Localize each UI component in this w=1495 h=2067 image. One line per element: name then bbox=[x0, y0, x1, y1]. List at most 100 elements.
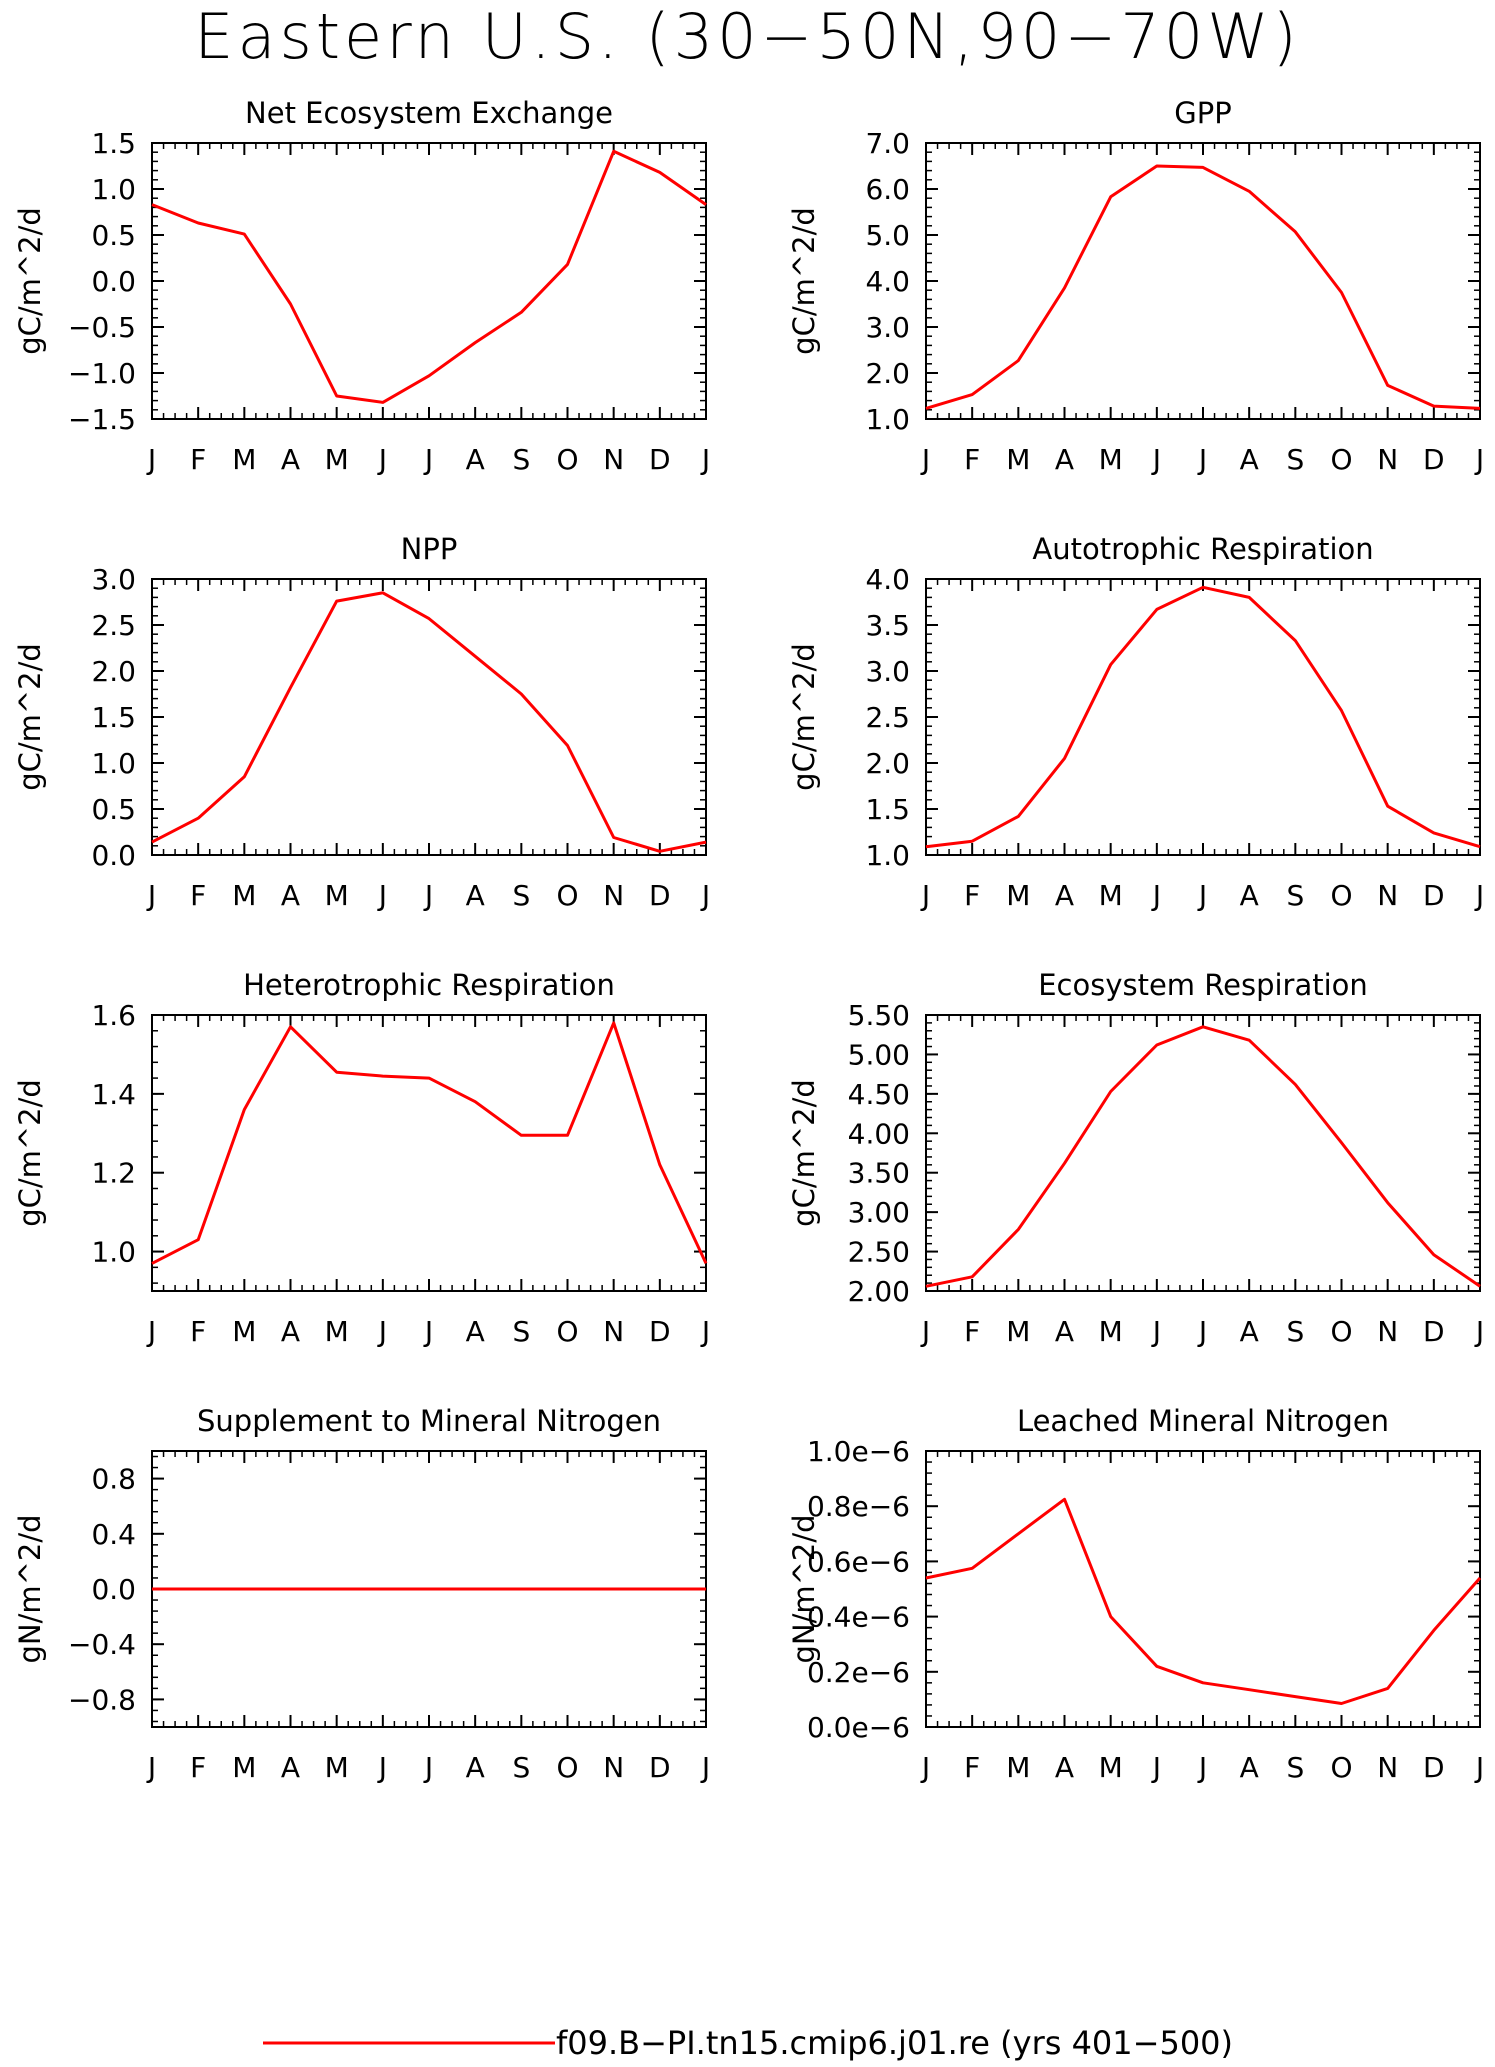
x-tick-label: A bbox=[1240, 879, 1259, 912]
x-tick-label: M bbox=[232, 1751, 256, 1784]
x-tick-label: J bbox=[146, 443, 156, 476]
page-title: Eastern U.S. (30−50N,90−70W) bbox=[194, 0, 1301, 73]
x-tick-label: M bbox=[1006, 1751, 1030, 1784]
y-tick-label: 3.0 bbox=[865, 655, 910, 688]
x-tick-label: N bbox=[603, 879, 624, 912]
y-tick-label: 1.6 bbox=[91, 999, 136, 1032]
chart-panel-2: J F M A M J J A S O N D J1.02.03.04.05.06.07.0GPPgC/… bbox=[787, 96, 1484, 476]
x-tick-label: F bbox=[190, 1315, 206, 1348]
x-tick-label: N bbox=[603, 443, 624, 476]
plot-frame bbox=[151, 142, 707, 420]
y-tick-label: 0.2e−6 bbox=[807, 1656, 910, 1689]
y-tick-label: 4.0 bbox=[865, 563, 910, 596]
x-tick-label: D bbox=[1423, 443, 1445, 476]
series-line-1 bbox=[151, 149, 707, 404]
y-tick-label: 0.0 bbox=[91, 265, 136, 298]
x-tick-label: A bbox=[281, 443, 300, 476]
y-tick-label: 2.5 bbox=[91, 609, 136, 642]
y-tick-label: 2.0 bbox=[91, 655, 136, 688]
x-tick-label: J bbox=[700, 1315, 710, 1348]
y-tick-label: 1.0 bbox=[865, 839, 910, 872]
y-tick-label: 2.0 bbox=[865, 357, 910, 390]
x-tick-label: O bbox=[1330, 443, 1352, 476]
chart-title: Leached Mineral Nitrogen bbox=[1017, 1404, 1389, 1438]
x-tick-label: M bbox=[325, 1751, 349, 1784]
y-axis-label: gC/m^2/d bbox=[13, 643, 47, 791]
y-tick-label: 2.0 bbox=[865, 747, 910, 780]
chart-panel-8: J F M A M J J A S O N D J0.0e−60.2e−60.4e−60.6e−60.8… bbox=[787, 1404, 1484, 1784]
y-tick-label: 1.5 bbox=[91, 127, 136, 160]
x-tick-label: N bbox=[1377, 1751, 1398, 1784]
x-tick-label: A bbox=[281, 1315, 300, 1348]
x-tick-label: J bbox=[700, 879, 710, 912]
x-tick-label: J bbox=[146, 1751, 156, 1784]
y-tick-label: 1.5 bbox=[865, 793, 910, 826]
series-line-1 bbox=[925, 164, 1481, 410]
y-tick-label: 0.4 bbox=[91, 1518, 136, 1551]
y-tick-label: 1.0 bbox=[865, 403, 910, 436]
x-tick-label: J bbox=[1197, 1315, 1207, 1348]
y-tick-label: 4.00 bbox=[848, 1117, 910, 1150]
y-tick-label: 1.4 bbox=[91, 1078, 136, 1111]
chart-title: Net Ecosystem Exchange bbox=[245, 96, 613, 130]
plot-frame bbox=[925, 1450, 1481, 1728]
chart-title: GPP bbox=[1174, 96, 1231, 130]
x-tick-label: J bbox=[700, 1751, 710, 1784]
y-tick-label: 6.0 bbox=[865, 173, 910, 206]
x-tick-label: M bbox=[325, 443, 349, 476]
chart-panel-1: J F M A M J J A S O N D J−1.5−1.0−0.50.00.51.01.5Net… bbox=[13, 96, 710, 476]
x-tick-label: F bbox=[964, 443, 980, 476]
plot-frame bbox=[151, 1014, 707, 1292]
x-tick-label: D bbox=[649, 1315, 671, 1348]
x-tick-label: J bbox=[1474, 1315, 1484, 1348]
plot-frame bbox=[925, 142, 1481, 420]
chart-panel-4: J F M A M J J A S O N D J1.01.52.02.53.03.54.0Autotr… bbox=[787, 532, 1484, 912]
x-tick-label: O bbox=[1330, 879, 1352, 912]
y-tick-label: 5.50 bbox=[848, 999, 910, 1032]
series-line-1 bbox=[151, 591, 707, 853]
x-tick-label: A bbox=[1240, 443, 1259, 476]
x-tick-label: N bbox=[603, 1315, 624, 1348]
x-tick-label: O bbox=[556, 1751, 578, 1784]
y-axis-label: gN/m^2/d bbox=[787, 1514, 821, 1663]
x-tick-label: S bbox=[1286, 879, 1304, 912]
x-tick-label: J bbox=[1197, 1751, 1207, 1784]
x-tick-label: J bbox=[377, 1315, 387, 1348]
x-tick-label: F bbox=[964, 879, 980, 912]
y-tick-label: 3.0 bbox=[91, 563, 136, 596]
x-tick-label: M bbox=[1006, 443, 1030, 476]
x-tick-label: J bbox=[423, 1315, 433, 1348]
y-tick-label: 2.00 bbox=[848, 1275, 910, 1308]
x-tick-label: S bbox=[512, 879, 530, 912]
y-axis-label: gC/m^2/d bbox=[13, 1079, 47, 1227]
chart-title: Heterotrophic Respiration bbox=[243, 968, 615, 1002]
x-tick-label: F bbox=[190, 443, 206, 476]
x-tick-label: N bbox=[1377, 443, 1398, 476]
x-tick-label: D bbox=[649, 879, 671, 912]
plot-frame bbox=[925, 1014, 1481, 1292]
x-tick-label: J bbox=[1151, 879, 1161, 912]
x-tick-label: O bbox=[556, 879, 578, 912]
x-tick-label: M bbox=[325, 879, 349, 912]
x-tick-label: J bbox=[146, 1315, 156, 1348]
x-tick-label: A bbox=[1055, 879, 1074, 912]
x-tick-label: J bbox=[1197, 443, 1207, 476]
series-line-1 bbox=[925, 585, 1481, 849]
x-tick-label: A bbox=[466, 1315, 485, 1348]
x-tick-label: A bbox=[1055, 443, 1074, 476]
y-tick-label: 4.50 bbox=[848, 1078, 910, 1111]
y-tick-label: 1.0 bbox=[91, 1236, 136, 1269]
x-tick-label: A bbox=[281, 1751, 300, 1784]
x-tick-label: D bbox=[1423, 1315, 1445, 1348]
x-tick-label: J bbox=[920, 879, 930, 912]
x-tick-label: A bbox=[466, 1751, 485, 1784]
x-tick-label: S bbox=[1286, 443, 1304, 476]
plot-frame bbox=[925, 578, 1481, 856]
x-tick-label: A bbox=[281, 879, 300, 912]
y-tick-label: 1.0 bbox=[91, 173, 136, 206]
y-tick-label: −1.0 bbox=[68, 357, 136, 390]
x-tick-label: S bbox=[512, 443, 530, 476]
x-tick-label: F bbox=[964, 1315, 980, 1348]
